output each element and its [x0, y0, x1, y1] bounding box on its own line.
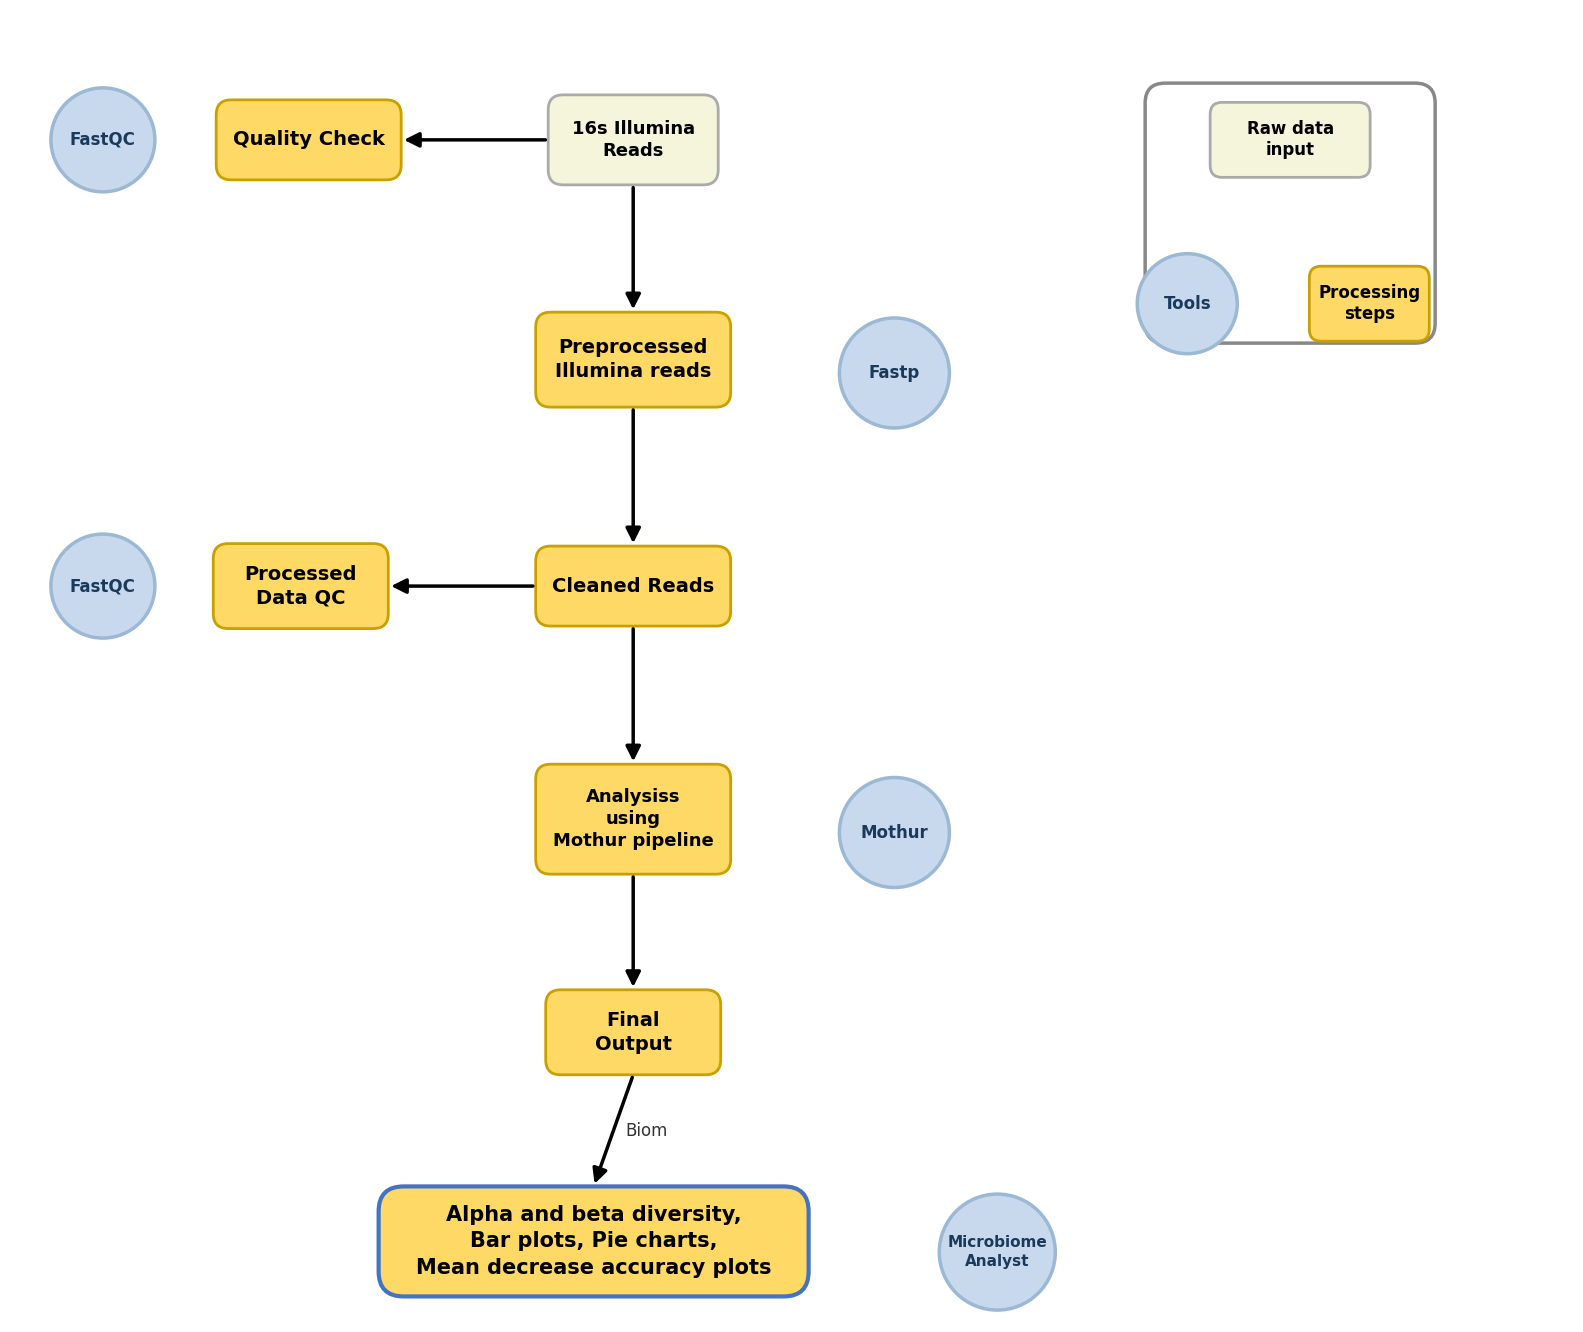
FancyBboxPatch shape: [378, 1187, 809, 1296]
Ellipse shape: [51, 88, 155, 192]
Text: Processed
Data QC: Processed Data QC: [244, 565, 358, 607]
FancyBboxPatch shape: [546, 990, 720, 1075]
Text: Fastp: Fastp: [869, 364, 920, 382]
Text: Raw data
input: Raw data input: [1246, 120, 1334, 160]
Text: Mothur: Mothur: [861, 823, 928, 842]
FancyBboxPatch shape: [535, 765, 731, 874]
Text: Biom: Biom: [625, 1122, 668, 1140]
FancyBboxPatch shape: [535, 312, 731, 408]
Text: Preprocessed
Illumina reads: Preprocessed Illumina reads: [556, 338, 711, 381]
Text: Alpha and beta diversity,
Bar plots, Pie charts,
Mean decrease accuracy plots: Alpha and beta diversity, Bar plots, Pie…: [416, 1205, 771, 1277]
Ellipse shape: [839, 778, 950, 887]
Ellipse shape: [839, 318, 950, 428]
Ellipse shape: [939, 1193, 1056, 1311]
FancyBboxPatch shape: [1145, 83, 1436, 344]
Text: FastQC: FastQC: [70, 131, 136, 149]
Text: Analysiss
using
Mothur pipeline: Analysiss using Mothur pipeline: [552, 789, 714, 850]
FancyBboxPatch shape: [548, 95, 719, 185]
Text: Microbiome
Analyst: Microbiome Analyst: [947, 1235, 1048, 1269]
Text: FastQC: FastQC: [70, 577, 136, 595]
FancyBboxPatch shape: [1209, 103, 1371, 177]
FancyBboxPatch shape: [214, 543, 388, 629]
Ellipse shape: [51, 534, 155, 638]
Text: Tools: Tools: [1164, 294, 1211, 313]
FancyBboxPatch shape: [1309, 266, 1429, 341]
Text: Cleaned Reads: Cleaned Reads: [552, 577, 714, 595]
Text: 16s Illumina
Reads: 16s Illumina Reads: [571, 120, 695, 160]
Text: Processing
steps: Processing steps: [1319, 284, 1420, 324]
Ellipse shape: [1137, 253, 1238, 354]
Text: Final
Output: Final Output: [595, 1011, 671, 1054]
FancyBboxPatch shape: [217, 100, 400, 180]
Text: Quality Check: Quality Check: [233, 131, 385, 149]
FancyBboxPatch shape: [535, 546, 731, 626]
